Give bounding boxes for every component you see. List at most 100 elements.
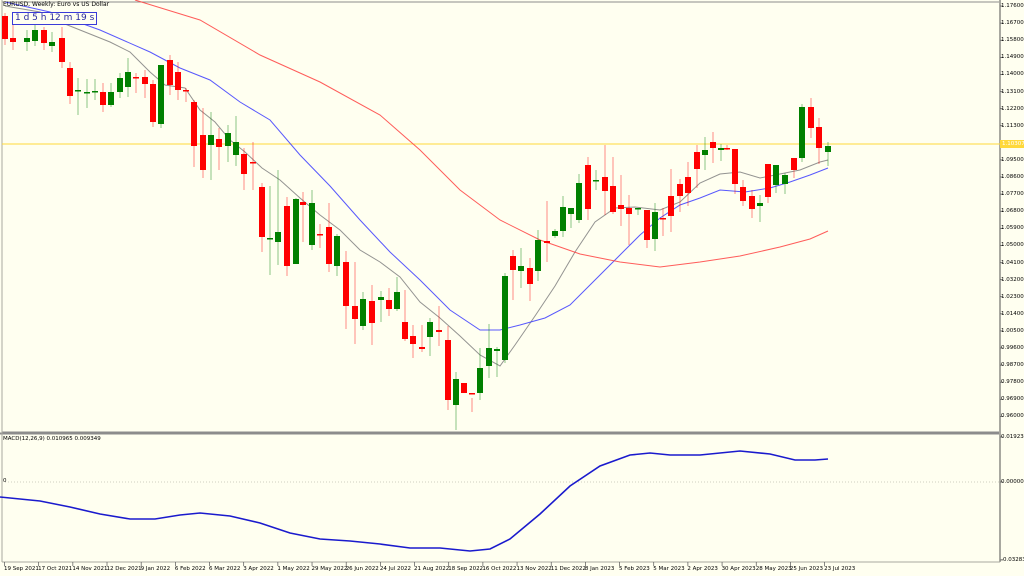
candle [724, 145, 730, 150]
candle [100, 83, 106, 112]
candle [494, 347, 500, 377]
date-tick-label: 26 Jun 2022 [345, 566, 379, 572]
candle [117, 73, 123, 98]
chart-title: EURUSD, Weekly: Euro vs US Dollar [3, 1, 110, 8]
candle [10, 25, 16, 50]
candle [799, 104, 805, 162]
candle [453, 372, 459, 430]
candle [527, 258, 533, 301]
candle [394, 277, 400, 311]
candle [610, 157, 616, 214]
candle [275, 170, 281, 265]
candle [486, 324, 492, 378]
candle [782, 173, 788, 194]
date-tick-label: 23 Jul 2023 [824, 566, 856, 572]
candle [133, 73, 139, 93]
candle [791, 158, 797, 178]
candle [436, 306, 442, 346]
price-tick-label: 1.13100 [1001, 88, 1024, 95]
candle [402, 290, 408, 341]
candle [378, 291, 384, 322]
candle [41, 27, 47, 50]
candle [334, 234, 340, 276]
candle [175, 62, 181, 100]
price-tick-label: 0.98700 [1001, 362, 1024, 369]
price-tick-label: 0.99600 [1001, 345, 1024, 351]
candle [200, 108, 206, 178]
candle [560, 196, 566, 237]
date-tick-label: 3 Apr 2022 [243, 566, 274, 572]
date-tick-label: 18 Sep 2022 [448, 566, 484, 572]
date-tick-label: 16 Oct 2022 [482, 566, 517, 572]
candle [469, 393, 475, 412]
candle [677, 179, 683, 212]
candle [757, 195, 763, 222]
candle [167, 55, 173, 95]
candle [241, 148, 247, 190]
price-tick-label: 0.97800 [1001, 379, 1024, 386]
price-tick-label: 1.03200 [1001, 276, 1024, 283]
candle [635, 208, 641, 215]
candle [535, 230, 541, 281]
candle [183, 88, 189, 102]
price-tick-label: 1.01400 [1001, 310, 1024, 317]
candle [585, 157, 591, 220]
candle [49, 32, 55, 52]
candle [825, 142, 831, 166]
candle [694, 145, 700, 188]
date-tick-label: 13 Nov 2022 [516, 566, 552, 572]
candle [2, 13, 8, 45]
candle [461, 383, 467, 393]
candle [352, 262, 358, 344]
candle [125, 58, 131, 97]
candle [293, 198, 299, 264]
candle [309, 190, 315, 250]
main-panel-frame [1, 1, 1001, 433]
date-tick-label: 28 May 2023 [755, 566, 792, 572]
candle [59, 27, 65, 68]
date-tick-label: 25 Jun 2023 [789, 566, 823, 572]
macd-indicator-label: MACD(12,26,9) 0.010965 0.009349 [3, 436, 101, 442]
candle [710, 132, 716, 163]
candle [668, 169, 674, 232]
price-tick-label: 1.09500 [1001, 156, 1024, 163]
macd-tick-label: -0.032837 [1001, 557, 1024, 563]
date-tick-label: 9 Jan 2022 [140, 566, 171, 572]
date-tick-label: 6 Mar 2022 [209, 566, 241, 572]
price-tick-label: 1.07700 [1001, 191, 1024, 198]
date-tick-label: 2 Apr 2023 [687, 566, 718, 572]
candle [326, 203, 332, 272]
date-tick-label: 29 May 2022 [311, 566, 348, 572]
price-tick-label: 1.05000 [1001, 242, 1024, 249]
date-tick-label: 19 Sep 2021 [4, 566, 39, 572]
date-tick-label: 6 Feb 2022 [174, 566, 206, 572]
candle [773, 165, 779, 193]
moving-average-line [4, 1, 829, 331]
price-tick-label: 1.12200 [1001, 105, 1024, 112]
candle [250, 142, 256, 190]
candle [410, 325, 416, 358]
moving-averages [4, 0, 829, 367]
candle [740, 180, 746, 206]
candle [150, 80, 156, 127]
price-tick-label: 1.08600 [1001, 174, 1024, 180]
candle [660, 208, 666, 236]
candle [419, 325, 425, 352]
candle [360, 292, 366, 330]
candle [343, 251, 349, 329]
candle [225, 125, 231, 162]
candlesticks [2, 13, 831, 430]
date-tick-label: 30 Apr 2023 [721, 566, 756, 572]
candle [602, 145, 608, 215]
candle [576, 174, 582, 223]
candle [158, 65, 164, 128]
price-tick-label: 1.16700 [1001, 20, 1024, 27]
x-tick-marks [4, 562, 825, 566]
candle [67, 62, 73, 104]
price-tick-label: 0.96900 [1001, 396, 1024, 403]
candle [317, 224, 323, 248]
moving-average-line [4, 5, 829, 367]
price-tick-label: 1.02300 [1001, 293, 1024, 300]
